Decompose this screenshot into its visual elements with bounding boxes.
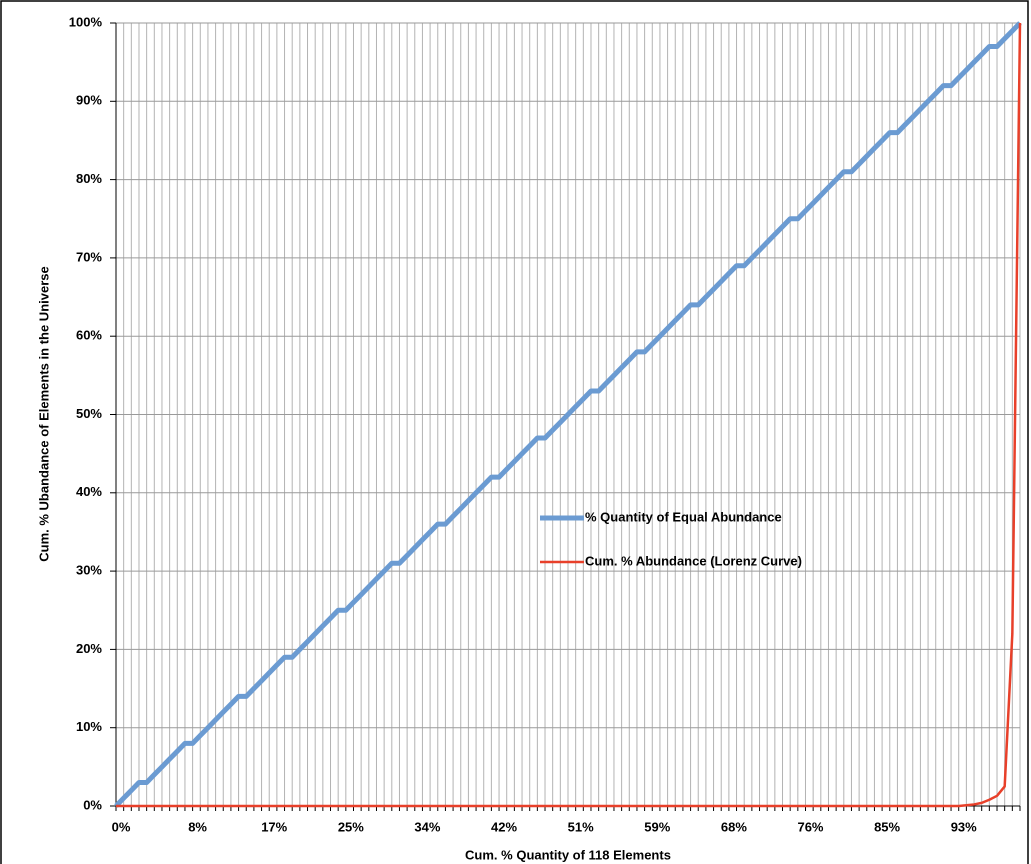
x-axis-title: Cum. % Quantity of 118 Elements bbox=[465, 847, 671, 862]
series-line bbox=[116, 22, 1022, 808]
y-tick-label: 20% bbox=[76, 641, 102, 656]
x-tick-label: 8% bbox=[188, 819, 207, 834]
x-tick-label: 51% bbox=[568, 819, 594, 834]
y-tick-label: 40% bbox=[76, 484, 102, 499]
x-tick-label: 59% bbox=[644, 819, 670, 834]
y-tick-label: 90% bbox=[76, 93, 102, 108]
legend-label: Cum. % Abundance (Lorenz Curve) bbox=[585, 553, 802, 568]
x-tick-label: 34% bbox=[414, 819, 440, 834]
y-tick-label: 80% bbox=[76, 171, 102, 186]
x-tick-label: 93% bbox=[951, 819, 977, 834]
y-tick-label: 50% bbox=[76, 406, 102, 421]
legend-label: % Quantity of Equal Abundance bbox=[585, 509, 782, 524]
x-tick-label: 42% bbox=[491, 819, 517, 834]
y-axis-title: Cum. % Ubandance of Elements in the Univ… bbox=[36, 266, 51, 561]
series-line bbox=[114, 21, 1022, 808]
x-tick-label: 17% bbox=[261, 819, 287, 834]
x-tick-label: 76% bbox=[797, 819, 823, 834]
y-tick-label: 10% bbox=[76, 719, 102, 734]
y-tick-label: 60% bbox=[76, 328, 102, 343]
x-tick-label: 85% bbox=[874, 819, 900, 834]
y-tick-label: 0% bbox=[83, 797, 102, 812]
x-tick-label: 25% bbox=[338, 819, 364, 834]
x-tick-label: 68% bbox=[721, 819, 747, 834]
x-tick-label: 0% bbox=[112, 819, 131, 834]
y-tick-label: 100% bbox=[69, 14, 103, 29]
y-tick-label: 70% bbox=[76, 249, 102, 264]
y-tick-label: 30% bbox=[76, 563, 102, 578]
